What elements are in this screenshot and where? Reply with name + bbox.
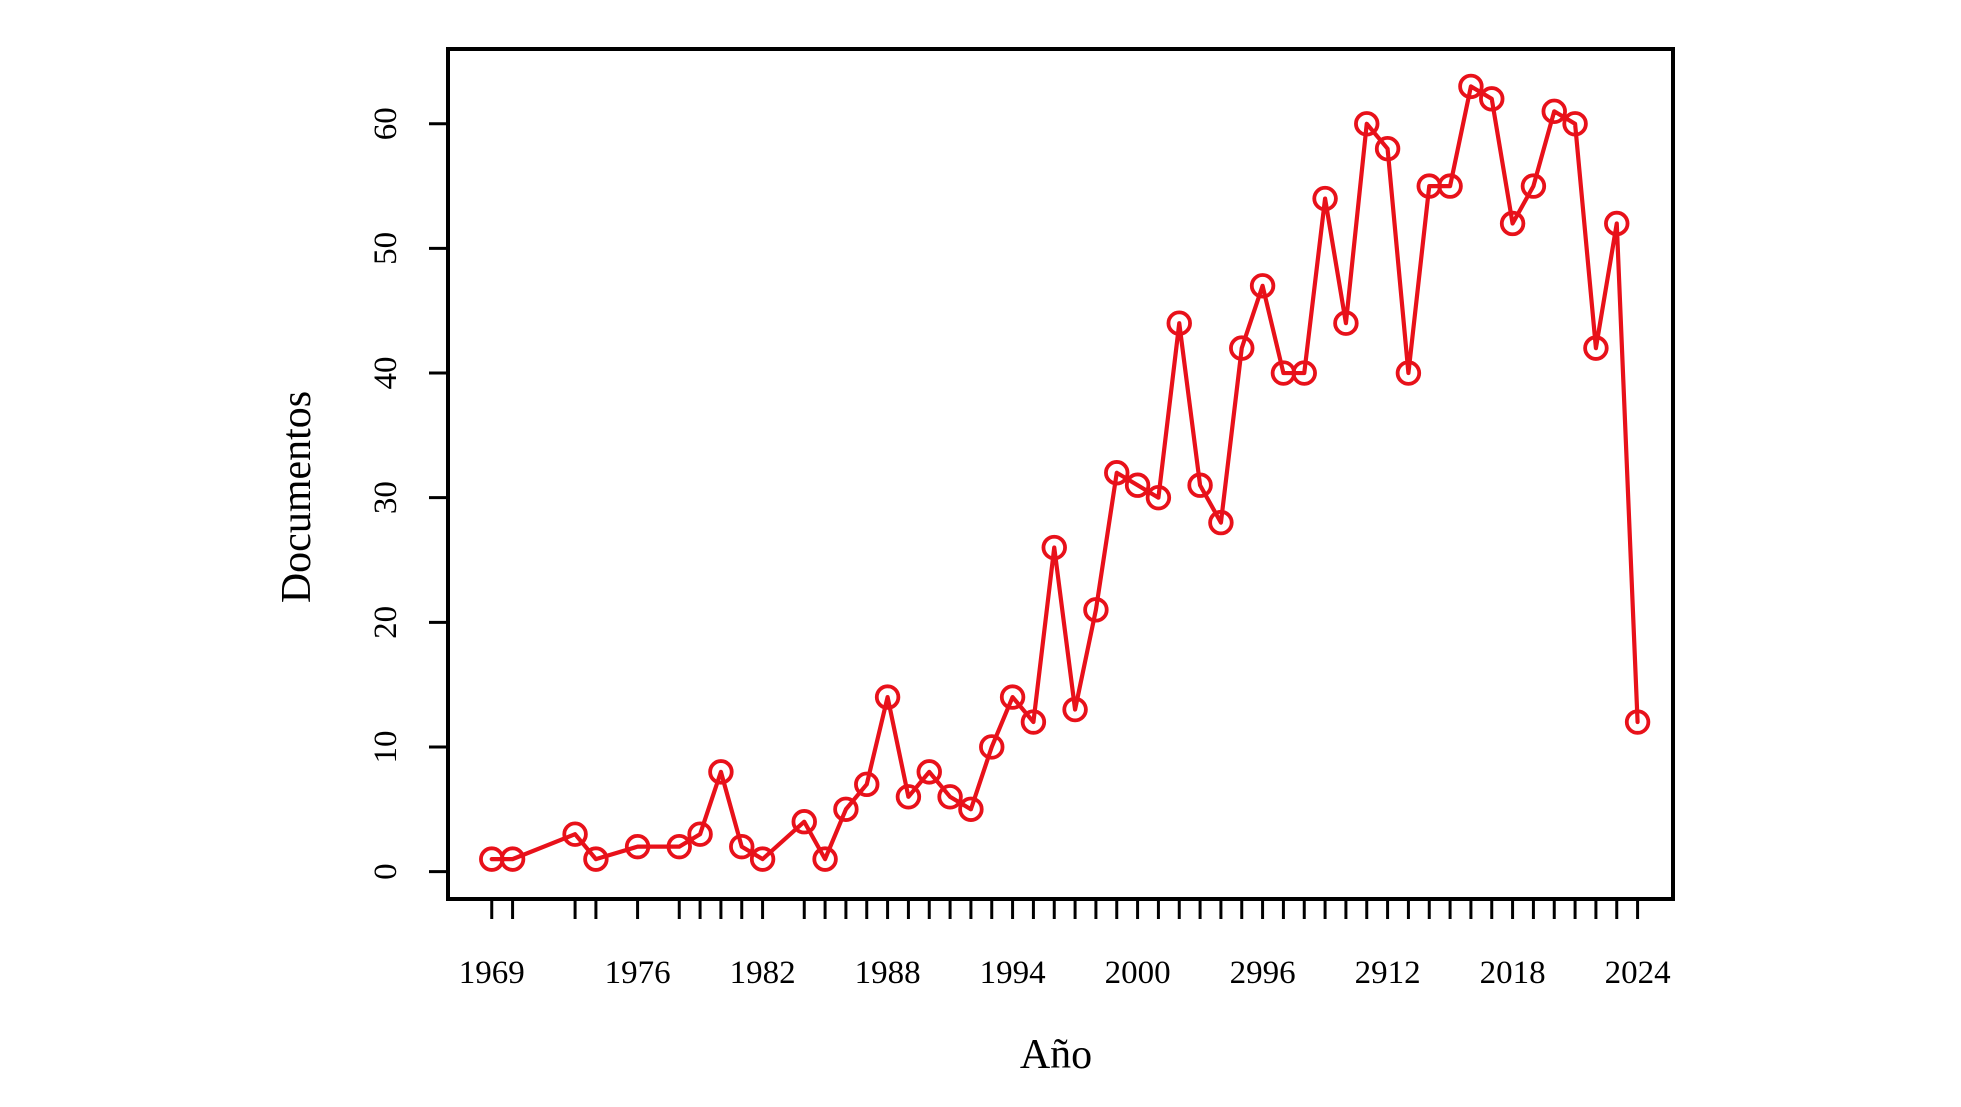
y-axis-title: Documentos [274, 391, 320, 603]
data-point [687, 821, 713, 847]
data-point [1624, 709, 1651, 735]
data-point [1020, 709, 1047, 735]
data-point [1229, 335, 1255, 361]
data-point [1083, 597, 1109, 623]
y-tick-label: 30 [368, 481, 404, 514]
y-tick-label: 0 [368, 863, 404, 880]
data-point [1312, 185, 1338, 212]
data-point [979, 734, 1005, 760]
chart-layers: 0 10 20 30 40 50 60 1969 1976 1982 1988 1994 2000 299… [368, 73, 1671, 991]
x-tick-label: 2018 [1480, 955, 1546, 991]
x-tick-label: 1969 [459, 955, 525, 991]
y-tick-label: 40 [368, 357, 404, 390]
data-point [1208, 509, 1234, 536]
data-point [999, 684, 1026, 710]
data-point [895, 784, 922, 810]
x-tick-label: 2912 [1355, 955, 1421, 991]
data-point [937, 784, 963, 810]
data-point [666, 833, 692, 860]
data-point [1562, 111, 1588, 137]
data-point [874, 684, 901, 710]
data-point [1374, 136, 1401, 162]
data-point [854, 771, 880, 798]
y-tick-label: 20 [368, 606, 404, 639]
data-point [1458, 73, 1484, 100]
x-tick-label: 1976 [605, 955, 671, 991]
data-point [1354, 111, 1380, 137]
data-point [583, 846, 609, 872]
data-point [791, 809, 817, 835]
data-point [1437, 173, 1463, 199]
data-point [1187, 472, 1213, 498]
data-point [1520, 173, 1547, 199]
data-point [1479, 86, 1505, 112]
plot-box [446, 47, 1675, 901]
data-line [489, 84, 1640, 862]
data-point [708, 759, 734, 785]
data-point [562, 821, 588, 847]
data-point [1291, 360, 1317, 386]
x-tick-label: 1994 [980, 955, 1046, 991]
data-point [833, 796, 859, 822]
y-tick-label: 60 [368, 107, 404, 140]
data-point [1499, 210, 1526, 237]
data-point [916, 759, 942, 785]
y-tick-label: 10 [368, 730, 404, 763]
y-tick-label: 50 [368, 232, 404, 265]
data-point [1583, 335, 1609, 361]
x-tick-label: 2000 [1105, 955, 1171, 991]
data-point [1395, 360, 1422, 386]
x-tick-label: 2996 [1230, 955, 1296, 991]
data-point [1104, 460, 1130, 486]
x-tick-label: 1988 [855, 955, 921, 991]
data-point [624, 833, 651, 860]
data-point [958, 796, 984, 822]
data-point [1249, 273, 1276, 299]
x-tick-label: 1982 [730, 955, 796, 991]
data-point [1062, 696, 1088, 723]
data-point [1333, 310, 1359, 336]
data-point [1166, 310, 1192, 336]
data-point [749, 846, 776, 872]
data-point [1541, 98, 1567, 125]
data-point [1604, 210, 1630, 237]
data-point [1041, 534, 1067, 561]
data-point [499, 846, 526, 872]
data-point [1145, 484, 1172, 511]
x-axis-title: Año [1020, 1032, 1092, 1078]
data-point [812, 846, 838, 872]
data-point [1124, 472, 1151, 498]
data-point [729, 833, 755, 860]
x-tick-label: 2024 [1605, 955, 1671, 991]
